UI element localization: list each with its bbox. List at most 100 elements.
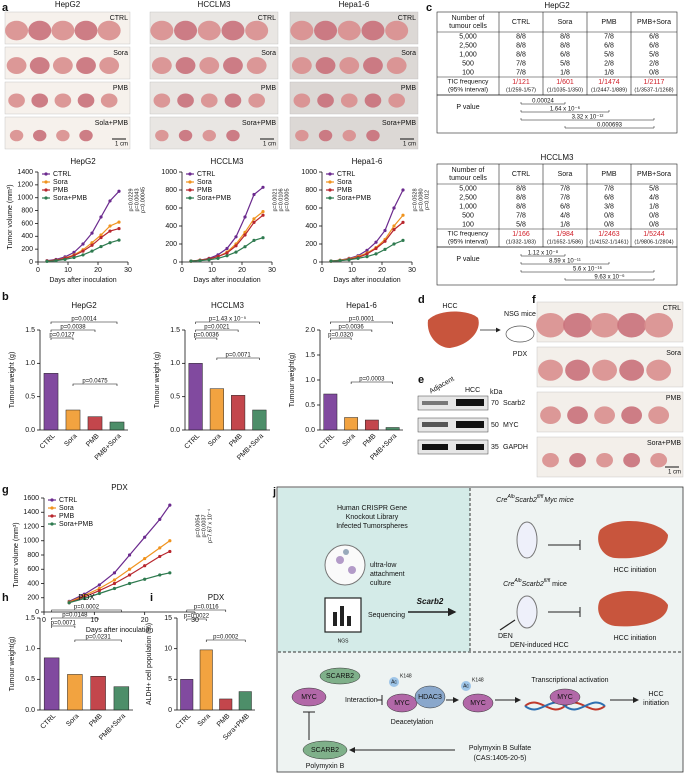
label: DEN-induced HCC — [510, 642, 569, 649]
y-tick-label: 1.5 — [25, 327, 35, 334]
y-tick-label: 0 — [168, 707, 172, 714]
p-value: p=0.0043 — [134, 188, 140, 211]
panel-label: d — [418, 294, 425, 306]
bar — [90, 676, 106, 711]
label: MYC — [394, 700, 410, 707]
tumour-image — [337, 20, 361, 41]
legend-label: Sora — [197, 179, 212, 186]
table-cell: 2,500 — [459, 194, 477, 201]
data-point — [81, 253, 85, 257]
data-point — [383, 228, 387, 233]
data-point — [112, 578, 117, 582]
label: fl/fl — [544, 578, 551, 584]
y-tick-label: 0.0 — [25, 707, 35, 714]
x-tick-label: CTRL — [39, 713, 57, 731]
data-point — [97, 591, 101, 596]
data-point — [401, 188, 405, 192]
table-cell: P value — [456, 256, 479, 263]
chart-title: HCCLM3 — [211, 157, 244, 166]
p-value: 0.000693 — [597, 123, 623, 129]
data-point — [207, 258, 211, 262]
bar — [65, 409, 81, 431]
p-value: p=0.0148 — [62, 613, 88, 619]
photo-row-label: CTRL — [110, 15, 128, 22]
chart-title: PDX — [208, 593, 225, 602]
syringe-icon — [499, 619, 516, 631]
sphere-icon — [336, 556, 344, 564]
tumour-image — [51, 20, 75, 41]
photo-row-label: Sora+PMB — [647, 440, 681, 447]
table-cell: (1/4152-1/1461) — [589, 239, 628, 245]
significance-bracket — [50, 329, 96, 332]
tumour-image — [361, 20, 385, 41]
mouse-icon — [516, 595, 538, 629]
marker-label: 70 — [491, 400, 499, 407]
band — [422, 422, 448, 427]
bar — [43, 657, 60, 711]
panel-label: h — [2, 592, 9, 604]
data-point — [143, 564, 147, 568]
data-point — [234, 244, 238, 248]
table-cell: 6/8 — [560, 203, 570, 210]
tumour-image — [650, 453, 668, 468]
y-tick-label: 200 — [305, 241, 317, 248]
data-point — [117, 238, 121, 242]
chart-title: HepG2 — [71, 301, 97, 310]
tumour-image — [197, 20, 221, 41]
tumour-image — [540, 406, 561, 425]
label: culture — [370, 580, 391, 587]
data-point — [97, 583, 101, 587]
data-point — [90, 243, 94, 247]
photo-row-label: Sora — [666, 350, 681, 357]
chart-title: PDX — [111, 483, 128, 492]
lane-label: HCC — [465, 387, 480, 394]
significance-bracket — [51, 617, 99, 620]
y-tick-label: 0.5 — [305, 402, 315, 409]
tumour-image — [248, 93, 265, 108]
legend-swatch — [328, 180, 332, 184]
bar — [344, 417, 359, 431]
tumour-image — [536, 312, 565, 338]
tumour-image — [617, 312, 647, 338]
tumour-image — [174, 20, 198, 41]
table-cell: 8/8 — [516, 194, 526, 201]
significance-bracket — [51, 625, 76, 628]
p-value: p=0.0071 — [51, 621, 77, 627]
table-bracket — [564, 278, 655, 281]
data-point — [143, 556, 147, 561]
p-value: p=0.0127 — [49, 333, 75, 339]
legend-swatch — [50, 522, 54, 526]
label: MYC — [557, 694, 573, 701]
y-tick-label: 800 — [21, 207, 33, 214]
protein-icon — [549, 688, 581, 706]
table-header: PMB — [601, 171, 617, 178]
panel-label: f — [532, 294, 536, 306]
table-cell: 2/8 — [604, 60, 614, 67]
label: K148 — [400, 673, 412, 679]
data-point — [243, 215, 247, 219]
y-tick-label: 1000 — [161, 169, 177, 176]
label: Alb — [506, 494, 514, 500]
p-value: p=0.0116 — [194, 605, 219, 611]
p-value: p=0.0002 — [74, 605, 100, 611]
y-tick-label: 1600 — [23, 495, 39, 502]
tumour-image — [596, 453, 613, 468]
table-cell: 8/8 — [516, 42, 526, 49]
legend-swatch — [50, 498, 54, 502]
table-cell: (1/332-1/83) — [506, 239, 536, 245]
photo-row-label: CTRL — [258, 15, 276, 22]
tumour-image — [74, 20, 98, 41]
legend-label: CTRL — [59, 497, 77, 504]
y-tick-label: 400 — [305, 223, 317, 230]
y-tick-label: 0 — [313, 259, 317, 266]
label: K148 — [472, 677, 484, 683]
bar — [87, 416, 103, 431]
data-point — [261, 210, 265, 214]
model-diagram: Human CRISPR Gene Knockout Library Infec… — [276, 486, 684, 773]
x-tick-label: Sora — [341, 433, 356, 448]
data-point — [392, 242, 396, 246]
data-point — [198, 259, 202, 263]
data-point — [158, 554, 162, 559]
p-value: p=0.0229 — [128, 188, 134, 211]
